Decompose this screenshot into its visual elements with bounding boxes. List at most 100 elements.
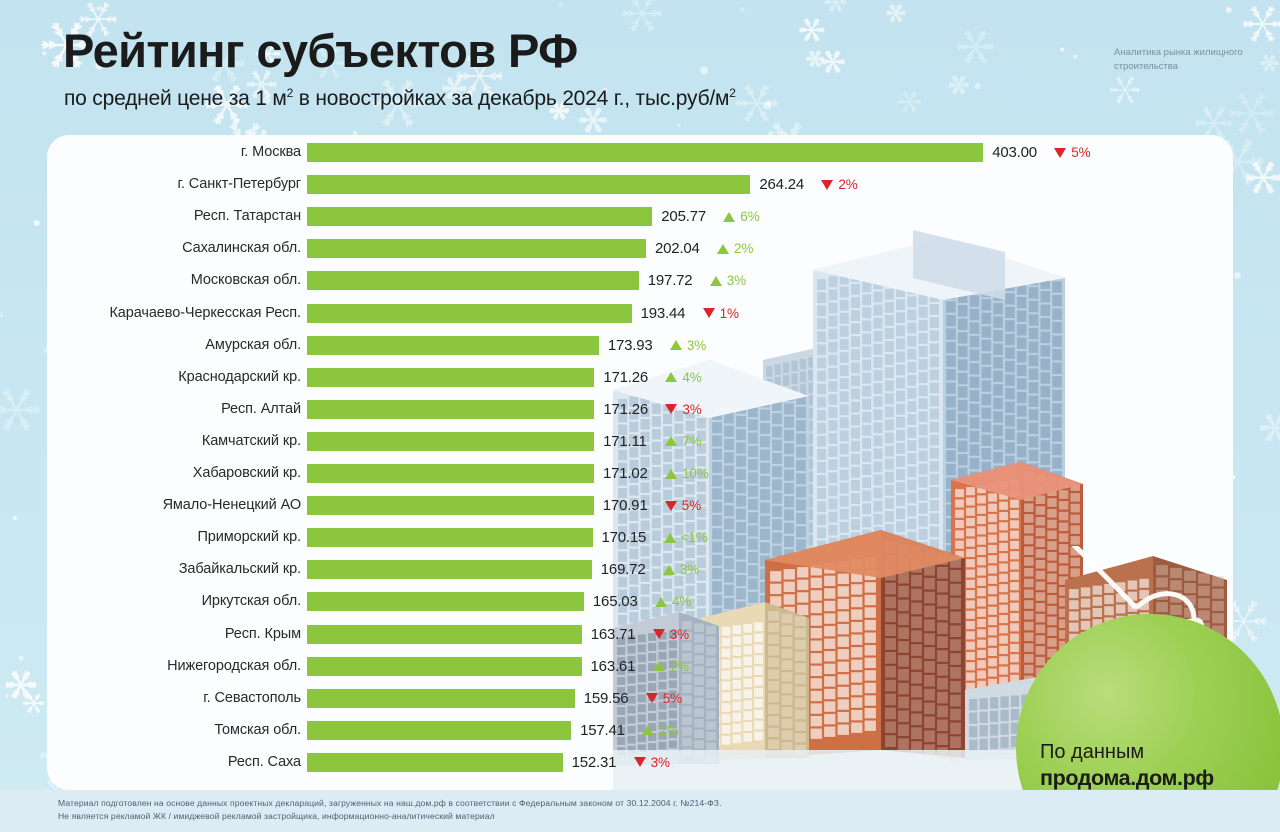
- delta-value: 2%: [659, 722, 679, 738]
- cityscape-illustration: [613, 230, 1233, 790]
- delta-indicator: 3%: [709, 273, 747, 289]
- delta-value: 5%: [681, 498, 702, 514]
- arrow-up-icon: [665, 372, 678, 383]
- delta-value: 7%: [669, 658, 689, 674]
- value-bar: [307, 688, 575, 708]
- value-bar: [307, 496, 594, 516]
- subtitle-mid: в новостройках за декабрь 2024 г., тыс.р…: [293, 87, 730, 110]
- row-label: Сахалинская обл.: [182, 240, 301, 257]
- delta-value: 3%: [669, 626, 690, 642]
- row-label: г. Севастополь: [203, 689, 301, 706]
- chart-row: Московская обл. 197.72 3%: [47, 270, 1233, 294]
- bar-value-label: 193.44: [640, 304, 686, 322]
- arrow-up-icon: [723, 211, 736, 222]
- delta-value: 3%: [726, 273, 747, 289]
- row-label: Амурская обл.: [205, 336, 301, 353]
- row-label: Нижегородская обл.: [167, 657, 301, 674]
- arrow-down-icon: [652, 629, 665, 639]
- row-label: Карачаево-Черкесская Респ.: [109, 304, 301, 321]
- chart-row: Амурская обл. 173.93 3%: [47, 335, 1233, 359]
- chart-row: Иркутская обл. 165.03 4%: [47, 591, 1233, 615]
- row-label: Томская обл.: [214, 721, 301, 738]
- delta-indicator: 2%: [717, 241, 753, 256]
- value-bar: [307, 143, 984, 162]
- delta-value: 5%: [662, 690, 683, 706]
- row-label: Приморский кр.: [197, 529, 301, 546]
- delta-indicator: 4%: [654, 594, 692, 610]
- chart-row: Респ. Алтай 171.26 3%: [47, 399, 1233, 423]
- row-label: Московская обл.: [190, 272, 301, 289]
- row-label: г. Санкт-Петербург: [177, 176, 302, 193]
- bar-value-label: 171.11: [603, 432, 647, 450]
- chart-row: Приморский кр. 170.15 <1%: [47, 527, 1233, 551]
- delta-indicator: 3%: [652, 626, 690, 642]
- chart-row: Респ. Татарстан 205.77 6%: [47, 206, 1233, 230]
- arrow-up-icon: [709, 275, 722, 286]
- ornament-line-2: продома.дом.рф: [1040, 766, 1214, 791]
- page-subtitle: по средней цене за 1 м2 в новостройках з…: [64, 86, 736, 111]
- row-label: Забайкальский кр.: [178, 561, 301, 578]
- delta-indicator: 2%: [642, 722, 679, 738]
- arrow-down-icon: [645, 693, 658, 704]
- delta-value: 2%: [838, 177, 858, 193]
- value-bar: [307, 271, 639, 291]
- brand-note: Аналитика рынка жилищного строительства: [1114, 47, 1243, 72]
- arrow-up-icon: [665, 436, 678, 447]
- header: Рейтинг субъектов РФ по средней цене за …: [0, 0, 1280, 135]
- chart-row: Забайкальский кр. 169.72 3%: [47, 559, 1233, 583]
- bar-value-label: 171.02: [602, 465, 648, 482]
- bar-value-label: 403.00: [992, 144, 1037, 161]
- chart-row: Томская обл. 157.41 2%: [47, 720, 1233, 744]
- value-bar: [307, 431, 595, 451]
- arrow-up-icon: [663, 532, 676, 543]
- value-bar: [307, 367, 595, 387]
- bar-value-label: 152.31: [571, 753, 617, 771]
- delta-indicator: <1%: [663, 530, 708, 546]
- value-bar: [307, 175, 751, 195]
- row-label: Ямало-Ненецкий АО: [162, 497, 302, 514]
- subtitle-superscript-1: 2: [286, 86, 294, 100]
- delta-indicator: 10%: [664, 466, 709, 481]
- delta-indicator: 2%: [821, 177, 858, 193]
- card-inner: г. Москва 403.00 5% г. Санкт-Петербург 264.2…: [47, 135, 1233, 790]
- row-label: г. Москва: [240, 144, 301, 160]
- delta-value: 6%: [740, 209, 760, 225]
- arrow-up-icon: [664, 468, 677, 479]
- value-bar: [307, 207, 653, 227]
- delta-value: 2%: [734, 241, 754, 257]
- value-bar: [307, 720, 572, 740]
- chart-row: Ямало-Ненецкий АО 170.91 5%: [47, 495, 1233, 519]
- arrow-down-icon: [1054, 147, 1067, 158]
- row-label: Хабаровский кр.: [192, 465, 301, 481]
- delta-indicator: 1%: [702, 306, 739, 321]
- subtitle-pre: по средней цене за 1 м: [64, 87, 287, 110]
- arrow-up-icon: [669, 340, 682, 351]
- ornament-line-1: По данным: [1040, 741, 1145, 764]
- bar-value-label: 170.15: [601, 529, 647, 547]
- delta-value: <1%: [680, 530, 708, 546]
- value-bar: [307, 624, 582, 644]
- arrow-up-icon: [717, 243, 730, 254]
- bar-value-label: 165.03: [592, 593, 638, 611]
- value-bar: [307, 528, 593, 548]
- arrow-down-icon: [664, 500, 677, 511]
- row-label: Респ. Алтай: [221, 400, 301, 417]
- delta-value: 3%: [682, 401, 702, 417]
- row-label: Респ. Крым: [224, 625, 301, 642]
- bar-value-label: 163.71: [590, 625, 636, 643]
- bar-value-label: 171.26: [603, 368, 649, 386]
- delta-indicator: 5%: [1054, 145, 1091, 160]
- value-bar: [307, 239, 647, 259]
- bar-value-label: 205.77: [661, 208, 706, 226]
- bar-value-label: 163.61: [590, 657, 636, 675]
- row-label: Иркутская обл.: [201, 593, 301, 610]
- value-bar: [307, 592, 584, 612]
- bar-value-label: 173.93: [607, 336, 653, 354]
- value-bar: [307, 335, 599, 355]
- arrow-up-icon: [654, 596, 667, 607]
- delta-value: 4%: [671, 594, 692, 610]
- arrow-down-icon: [702, 308, 715, 318]
- delta-value: 3%: [679, 562, 700, 578]
- row-label: Краснодарский кр.: [178, 368, 301, 385]
- bar-value-label: 171.26: [603, 400, 649, 418]
